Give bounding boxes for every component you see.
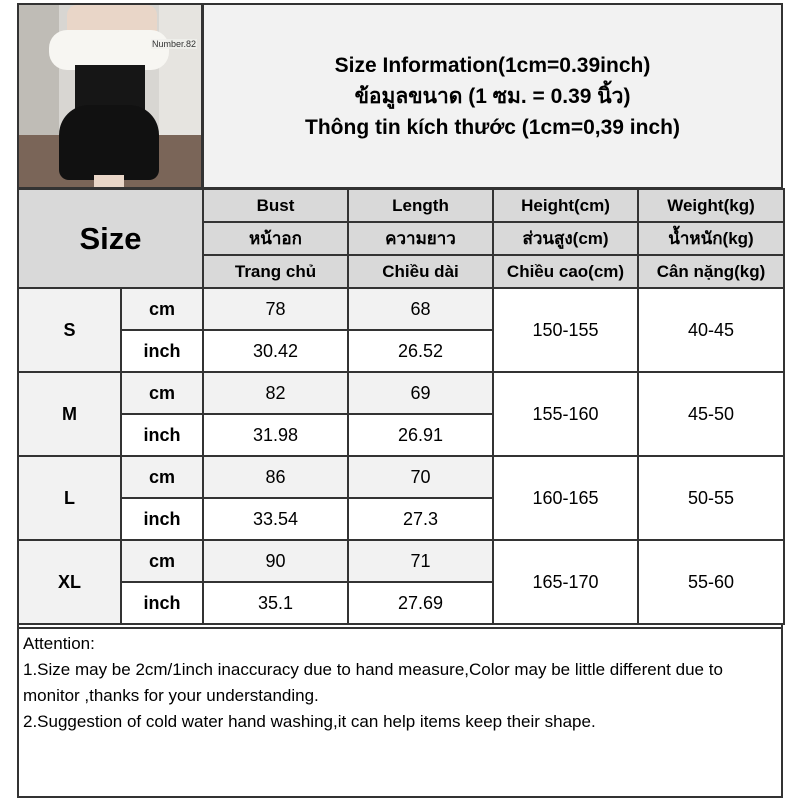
table-row-cm: XL cm 90 71 165-170 55-60 (17, 539, 785, 625)
header-row: Size Bust Length Height(cm) Weight(kg) (17, 188, 785, 289)
header-bust: Bust (202, 188, 349, 223)
weight-range: 45-50 (637, 371, 785, 457)
table-row-inch: inch 31.98 26.91 (18, 413, 784, 457)
title-thai: ข้อมูลขนาด (1 ซม. = 0.39 นิ้ว) (354, 84, 631, 108)
table-row-cm: S cm 78 68 150-155 40-45 (17, 287, 785, 373)
size-label: S (17, 287, 122, 373)
size-label: L (17, 455, 122, 541)
header-height-thai: ส่วนสูง(cm) (492, 221, 639, 256)
length-inch: 27.69 (347, 581, 494, 625)
table-row-inch: inch 30.42 26.52 (18, 329, 784, 373)
length-inch: 26.52 (347, 329, 494, 373)
size-label: M (17, 371, 122, 457)
height-range: 165-170 (492, 539, 639, 625)
weight-range: 40-45 (637, 287, 785, 373)
size-header: Size (17, 188, 204, 289)
header-length-thai: ความยาว (347, 221, 494, 256)
unit-inch: inch (120, 329, 204, 373)
length-cm: 70 (347, 455, 494, 499)
product-photo: Number.82 (17, 3, 203, 189)
length-cm: 69 (347, 371, 494, 415)
header-bust-thai: หน้าอก (202, 221, 349, 256)
bust-inch: 35.1 (202, 581, 349, 625)
weight-range: 55-60 (637, 539, 785, 625)
header-length: Length (347, 188, 494, 223)
table-row-cm: M cm 82 69 155-160 45-50 (17, 371, 785, 457)
unit-cm: cm (120, 287, 204, 331)
table-row-inch: inch 35.1 27.69 (18, 581, 784, 625)
size-table: Size Bust Length Height(cm) Weight(kg) ห… (17, 188, 785, 625)
bust-cm: 82 (202, 371, 349, 415)
unit-inch: inch (120, 413, 204, 457)
attention-heading: Attention: (23, 634, 95, 653)
length-inch: 26.91 (347, 413, 494, 457)
attention-note-2: 2.Suggestion of cold water hand washing,… (23, 712, 596, 731)
height-range: 155-160 (492, 371, 639, 457)
header-bust-vi: Trang chủ (202, 254, 349, 289)
weight-range: 50-55 (637, 455, 785, 541)
height-range: 160-165 (492, 455, 639, 541)
unit-cm: cm (120, 371, 204, 415)
length-cm: 68 (347, 287, 494, 331)
header-height: Height(cm) (492, 188, 639, 223)
photo-watermark: Number.82 (151, 39, 198, 49)
unit-cm: cm (120, 539, 204, 583)
bust-inch: 30.42 (202, 329, 349, 373)
length-inch: 27.3 (347, 497, 494, 541)
header-row-thai: หน้าอก ความยาว ส่วนสูง(cm) น้ำหนัก(kg) (18, 221, 785, 256)
attention-notes: Attention: 1.Size may be 2cm/1inch inacc… (17, 627, 783, 798)
unit-inch: inch (120, 581, 204, 625)
length-cm: 71 (347, 539, 494, 583)
header-weight: Weight(kg) (637, 188, 785, 223)
header-length-vi: Chiều dài (347, 254, 494, 289)
unit-inch: inch (120, 497, 204, 541)
header-weight-thai: น้ำหนัก(kg) (637, 221, 785, 256)
header-weight-vi: Cân nặng(kg) (637, 254, 785, 289)
attention-note-1: 1.Size may be 2cm/1inch inaccuracy due t… (23, 660, 723, 705)
unit-cm: cm (120, 455, 204, 499)
table-row-inch: inch 33.54 27.3 (18, 497, 784, 541)
height-range: 150-155 (492, 287, 639, 373)
bust-cm: 90 (202, 539, 349, 583)
bust-cm: 86 (202, 455, 349, 499)
title-vietnamese: Thông tin kích thước (1cm=0,39 inch) (305, 115, 680, 139)
header-row-vietnamese: Trang chủ Chiều dài Chiều cao(cm) Cân nặ… (18, 254, 785, 289)
size-label: XL (17, 539, 122, 625)
bust-inch: 31.98 (202, 413, 349, 457)
header-height-vi: Chiều cao(cm) (492, 254, 639, 289)
table-row-cm: L cm 86 70 160-165 50-55 (17, 455, 785, 541)
bust-inch: 33.54 (202, 497, 349, 541)
title-english: Size Information(1cm=0.39inch) (334, 53, 651, 77)
bust-cm: 78 (202, 287, 349, 331)
size-info-title: Size Information(1cm=0.39inch) ข้อมูลขนา… (202, 3, 783, 189)
